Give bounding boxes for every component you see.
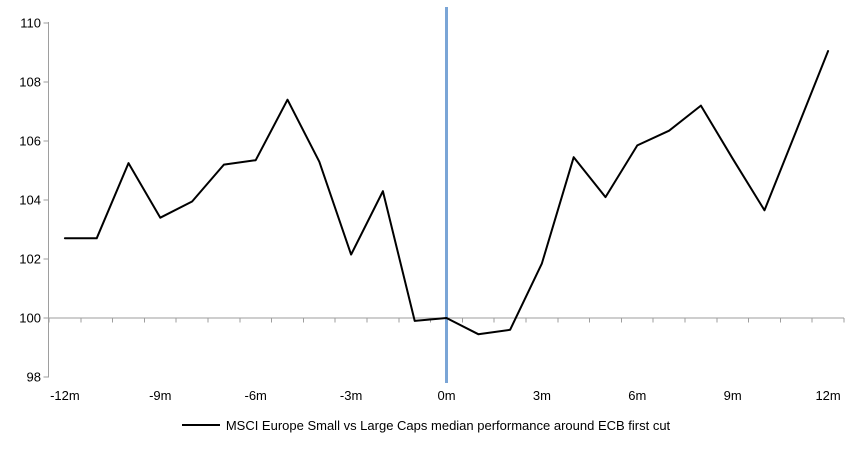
x-tick-label: 12m	[815, 388, 840, 403]
y-tick-label: 106	[19, 134, 41, 149]
x-tick-label: 9m	[724, 388, 742, 403]
series-line	[63, 50, 830, 336]
y-tick-label: 100	[19, 311, 41, 326]
legend: MSCI Europe Small vs Large Caps median p…	[0, 416, 852, 434]
legend-line-marker	[181, 424, 220, 426]
y-tick-label: 102	[19, 252, 41, 267]
x-tick-label: -12m	[50, 388, 80, 403]
x-tick-label: 0m	[437, 388, 455, 403]
x-tick-label: 3m	[533, 388, 551, 403]
x-tick-label: 6m	[628, 388, 646, 403]
x-tick-label: -6m	[245, 388, 267, 403]
legend-label: MSCI Europe Small vs Large Caps median p…	[225, 417, 671, 433]
y-tick-label: 104	[19, 193, 41, 208]
y-tick-label: 110	[20, 16, 41, 31]
x-tick-label: -9m	[149, 388, 171, 403]
x-tick-label: -3m	[340, 388, 362, 403]
y-tick-label: 108	[19, 75, 41, 90]
y-tick-label: 98	[27, 370, 41, 385]
